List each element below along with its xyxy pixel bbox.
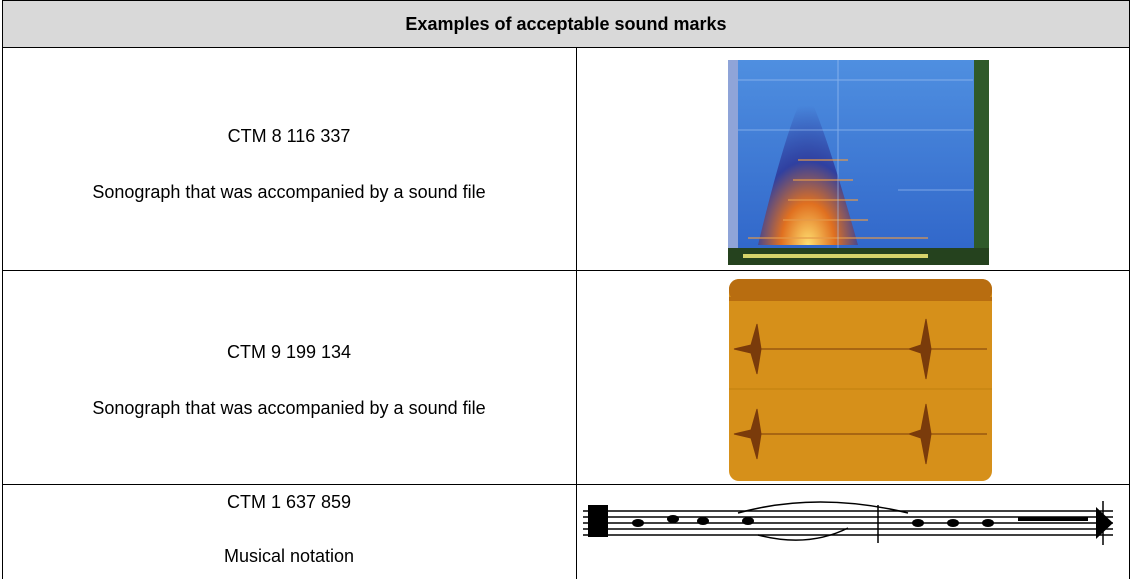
mark-description: Musical notation (223, 546, 355, 566)
cell (576, 484, 1130, 579)
cell (2, 47, 577, 271)
cell (576, 47, 1130, 271)
mark-description: Sonograph that was accompanied by a soun… (92, 398, 486, 418)
mark-id: CTM 1 637 859 (226, 492, 352, 512)
cell (2, 270, 577, 485)
waveform-image (729, 279, 992, 481)
cell (576, 270, 1130, 485)
table-title: Examples of acceptable sound marks (2, 0, 1130, 48)
mark-description: Sonograph that was accompanied by a soun… (92, 182, 486, 202)
spectrogram-image (728, 60, 989, 265)
musical-notation-image (583, 501, 1113, 545)
cell (2, 484, 577, 579)
mark-id: CTM 9 199 134 (226, 342, 352, 362)
mark-id: CTM 8 116 337 (227, 126, 351, 146)
